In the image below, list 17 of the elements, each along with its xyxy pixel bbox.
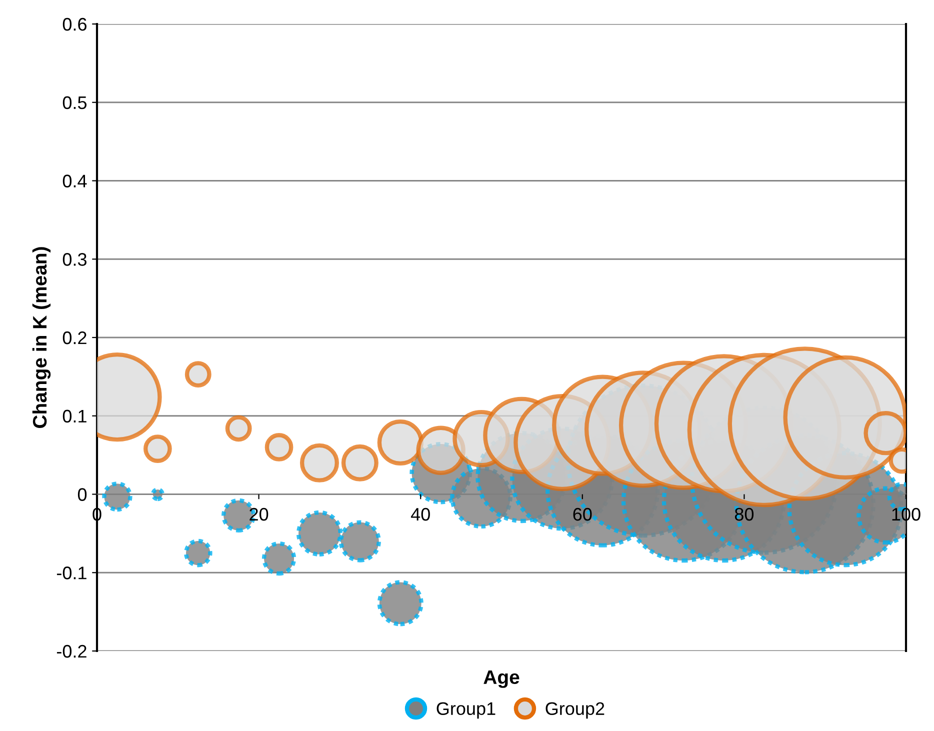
y-tick-label: 0.3: [62, 253, 86, 266]
y-tick-label: 0.5: [62, 96, 87, 110]
x-tick-label: 40: [410, 508, 430, 521]
y-tick-label: -0.2: [56, 644, 86, 658]
x-axis-title: Age: [484, 670, 520, 688]
x-tick-label: 60: [573, 508, 592, 521]
x-tick-label: 80: [734, 508, 754, 521]
y-tick-label: 0.1: [62, 410, 86, 423]
y-tick-label: 0.6: [62, 18, 86, 31]
y-axis-title: Change in K (mean): [32, 247, 51, 428]
y-tick-label: 0.2: [62, 331, 86, 344]
x-tick-label: 20: [250, 508, 268, 521]
legend-label: Group2: [546, 702, 604, 719]
y-tick-label: -0.1: [56, 566, 86, 580]
y-tick-label: 0.4: [62, 174, 87, 188]
y-tick-label: 0: [78, 488, 87, 501]
legend-label: Group1: [436, 702, 496, 719]
